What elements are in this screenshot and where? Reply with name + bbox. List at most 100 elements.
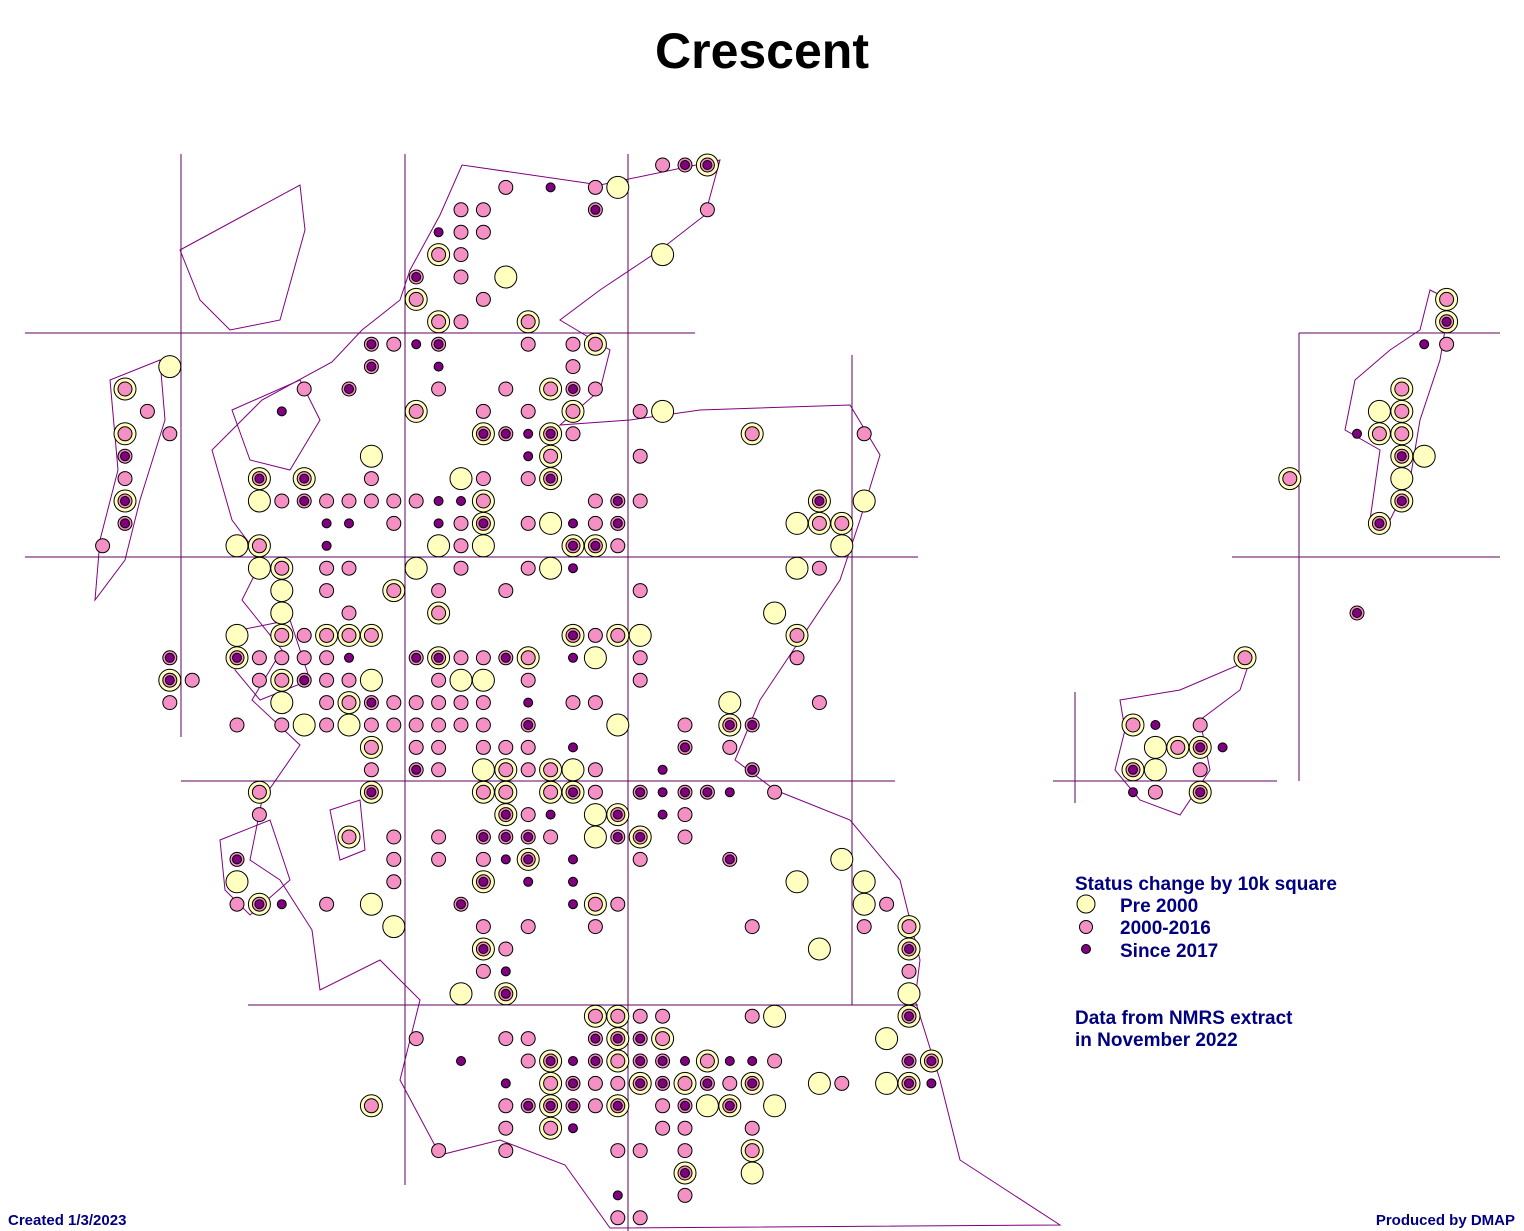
record-dot — [763, 1004, 787, 1028]
record-dot — [471, 668, 495, 692]
lewis-outline — [179, 184, 306, 331]
record-dot — [539, 556, 563, 580]
record-dot — [500, 428, 511, 439]
record-dot — [251, 672, 267, 688]
record-dot — [344, 652, 354, 663]
record-dot — [520, 515, 536, 531]
record-dot — [366, 339, 377, 350]
record-dot — [561, 758, 585, 782]
record-dot — [431, 695, 447, 711]
record-dot — [1143, 735, 1167, 759]
legend-symbol — [1081, 944, 1091, 954]
record-dot — [587, 336, 603, 352]
record-dot — [433, 227, 444, 238]
record-dot — [117, 426, 133, 442]
record-dot — [879, 896, 895, 912]
record-dot — [632, 448, 648, 464]
record-dot — [632, 403, 648, 419]
record-dot — [321, 540, 332, 551]
record-dot — [702, 1078, 713, 1089]
record-dot — [702, 787, 713, 798]
legend: Status change by 10k square Pre 2000 200… — [1075, 874, 1337, 962]
record-dot — [411, 339, 422, 350]
record-dot — [386, 583, 402, 599]
record-dot — [677, 1120, 693, 1136]
record-dot — [695, 1094, 719, 1118]
record-dot — [1128, 787, 1138, 798]
record-dot — [363, 762, 379, 778]
record-dot — [587, 493, 603, 509]
record-dot — [583, 825, 607, 849]
record-dot — [478, 944, 489, 954]
record-dot — [568, 630, 578, 641]
record-dot — [904, 1078, 914, 1089]
record-dot — [834, 1075, 850, 1091]
record-dot — [587, 896, 603, 912]
record-dot — [276, 899, 287, 910]
record-dot — [475, 650, 491, 666]
record-dot — [724, 787, 735, 798]
record-dot — [520, 1031, 536, 1047]
record-dot — [568, 1056, 578, 1066]
record-dot — [319, 650, 335, 666]
record-dot — [702, 160, 713, 170]
record-dot — [1192, 762, 1208, 778]
record-dot — [565, 403, 581, 419]
record-dot — [568, 1078, 578, 1089]
record-dot — [1394, 381, 1410, 397]
record-dot — [523, 1100, 534, 1111]
record-dot — [408, 695, 424, 711]
record-dot — [498, 941, 514, 957]
record-dot — [494, 265, 518, 289]
record-dot — [431, 829, 447, 845]
record-dot — [475, 784, 491, 800]
record-dot — [162, 695, 178, 711]
record-dot — [299, 473, 310, 484]
record-dot — [747, 764, 758, 775]
record-dot — [386, 717, 402, 733]
orkney-outline — [1114, 659, 1251, 816]
record-dot — [875, 1071, 899, 1095]
record-dot — [785, 511, 809, 535]
record-dot — [408, 403, 424, 419]
record-dot — [382, 915, 406, 939]
record-dot — [718, 691, 742, 715]
record-dot — [319, 695, 335, 711]
record-dot — [1282, 471, 1298, 487]
record-dot — [657, 809, 668, 820]
record-dot — [680, 742, 690, 753]
record-dot — [811, 560, 827, 576]
record-dot — [498, 784, 514, 800]
record-dot — [456, 496, 466, 506]
record-dot — [583, 803, 607, 827]
record-dot — [120, 451, 130, 462]
record-dot — [543, 381, 559, 397]
record-dot — [500, 652, 511, 663]
record-dot — [500, 854, 511, 865]
record-dot — [875, 1027, 899, 1051]
record-dot — [747, 1056, 758, 1066]
record-dot — [475, 851, 491, 867]
record-dot — [478, 832, 489, 842]
record-dot — [587, 515, 603, 531]
record-dot — [565, 336, 581, 352]
record-dot — [251, 807, 267, 823]
record-dot — [834, 515, 850, 531]
record-dot — [251, 784, 267, 800]
record-dot — [475, 717, 491, 733]
record-dot — [139, 403, 155, 419]
record-dot — [568, 742, 578, 753]
record-dot — [341, 627, 357, 643]
record-dot — [852, 870, 876, 894]
record-dot — [225, 870, 249, 894]
record-dot — [433, 496, 444, 506]
record-dot — [699, 202, 715, 218]
record-dot — [254, 899, 265, 910]
record-dot — [270, 691, 294, 715]
record-dot — [363, 471, 379, 487]
record-dot — [565, 359, 581, 375]
record-dot — [568, 518, 578, 529]
record-dot — [635, 1033, 646, 1044]
record-dot — [587, 627, 603, 643]
record-dot — [856, 919, 872, 935]
